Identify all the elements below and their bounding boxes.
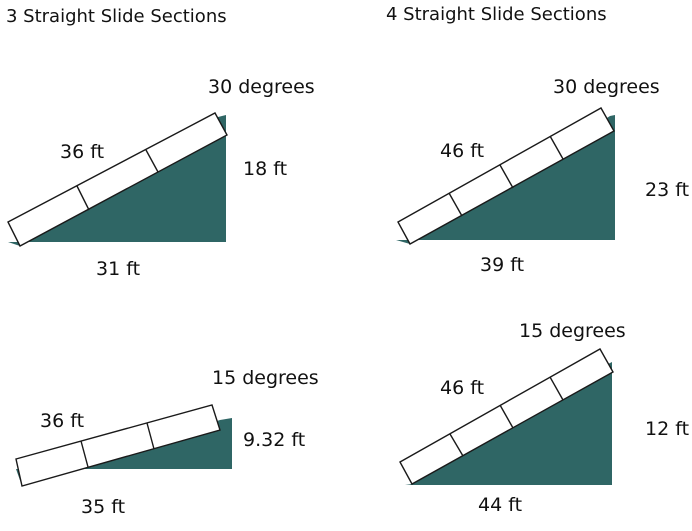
height-label: 18 ft [243, 158, 288, 180]
slide-section-divider [549, 376, 564, 401]
heading-3-sections: 3 Straight Slide Sections [6, 6, 227, 27]
slide-section-divider [76, 185, 90, 211]
slide-section-divider [448, 192, 463, 217]
height-label: 23 ft [645, 179, 690, 201]
heading-4-sections: 4 Straight Slide Sections [386, 4, 607, 25]
angle-label: 15 degrees [212, 367, 319, 389]
height-label: 12 ft [645, 418, 690, 440]
slide-length-label: 46 ft [440, 377, 485, 399]
diagram-bottom-left [15, 404, 232, 487]
slide-length-label: 46 ft [440, 140, 485, 162]
slide-section-divider [499, 164, 514, 189]
diagram-top-right [396, 107, 615, 245]
slide-section-divider [499, 404, 514, 429]
ramp-triangle [405, 362, 612, 485]
slide-section-divider [80, 440, 89, 468]
slide-track [15, 404, 221, 487]
angle-label: 30 degrees [553, 76, 660, 98]
ramp-triangle [396, 115, 615, 244]
angle-label: 15 degrees [519, 320, 626, 342]
slide-length-label: 36 ft [60, 141, 105, 163]
base-label: 35 ft [81, 496, 126, 518]
base-label: 39 ft [480, 254, 525, 276]
base-label: 31 ft [96, 258, 141, 280]
slide-section-divider [146, 422, 155, 450]
angle-label: 30 degrees [208, 76, 315, 98]
height-label: 9.32 ft [243, 429, 306, 451]
slide-track [7, 112, 228, 247]
base-label: 44 ft [478, 494, 523, 516]
slide-section-divider [449, 433, 464, 457]
slide-section-divider [145, 149, 159, 173]
diagram-bottom-right [399, 348, 614, 485]
diagram-top-left [7, 112, 228, 247]
slide-length-label: 36 ft [40, 410, 85, 432]
slide-section-divider [549, 135, 564, 160]
